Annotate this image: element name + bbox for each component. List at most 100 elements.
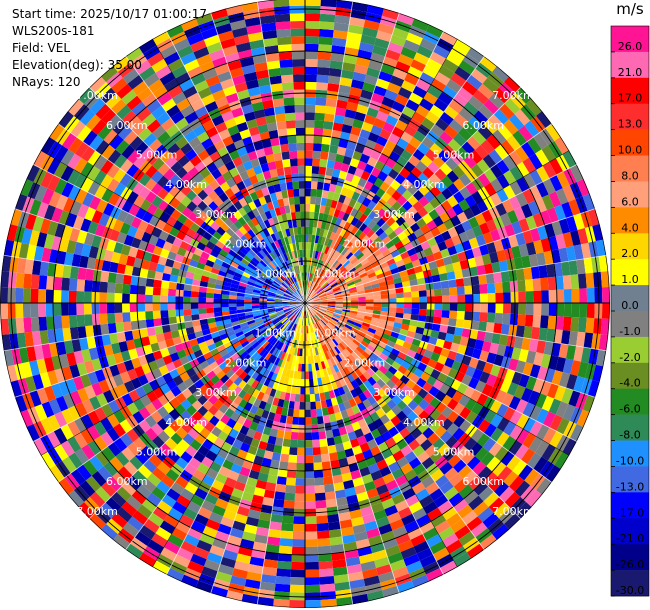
velocity-cell [360, 324, 370, 331]
velocity-cell [483, 168, 497, 183]
velocity-cell [600, 271, 610, 288]
velocity-cell [558, 218, 571, 234]
velocity-cell [416, 45, 434, 59]
velocity-cell [417, 142, 430, 155]
velocity-cell [440, 280, 450, 289]
velocity-cell [522, 402, 535, 418]
velocity-cell [491, 129, 507, 145]
velocity-cell [533, 352, 544, 367]
velocity-cell [401, 318, 411, 326]
velocity-cell [468, 216, 480, 229]
velocity-cell [395, 338, 405, 347]
velocity-cell [470, 275, 480, 286]
velocity-cell [339, 131, 351, 141]
velocity-cell [391, 235, 401, 245]
velocity-cell [558, 343, 569, 359]
velocity-cell [350, 246, 359, 255]
velocity-cell [508, 150, 523, 166]
velocity-cell [463, 155, 477, 169]
velocity-cell [324, 221, 331, 231]
velocity-cell [411, 297, 420, 303]
velocity-cell [490, 427, 504, 442]
velocity-cell [413, 52, 430, 66]
velocity-cell [372, 45, 388, 57]
velocity-cell [586, 287, 595, 303]
velocity-cell [350, 217, 359, 227]
velocity-cell [472, 89, 489, 105]
velocity-cell [568, 390, 581, 407]
velocity-cell [326, 238, 333, 248]
velocity-cell [561, 387, 574, 405]
velocity-cell [386, 257, 396, 266]
velocity-cell [348, 243, 357, 253]
velocity-cell [353, 201, 363, 211]
velocity-cell [379, 285, 388, 292]
velocity-cell [316, 74, 329, 84]
velocity-cell [335, 299, 344, 302]
velocity-cell [430, 368, 441, 380]
velocity-cell [410, 285, 419, 292]
velocity-cell [486, 283, 496, 294]
velocity-cell [366, 344, 376, 353]
velocity-cell [418, 308, 427, 316]
velocity-cell [415, 160, 428, 173]
velocity-cell [494, 312, 503, 324]
velocity-cell [400, 149, 413, 162]
velocity-cell [463, 386, 475, 399]
velocity-cell [547, 207, 559, 223]
velocity-cell [476, 264, 486, 276]
velocity-cell [524, 279, 534, 292]
velocity-cell [305, 226, 309, 235]
velocity-cell [479, 283, 488, 294]
velocity-cell [389, 34, 407, 47]
velocity-cell [464, 195, 477, 208]
velocity-cell [465, 181, 478, 196]
velocity-cell [426, 219, 438, 231]
velocity-cell [416, 320, 426, 329]
velocity-cell [342, 259, 351, 268]
velocity-cell [336, 235, 344, 244]
velocity-cell [354, 262, 363, 270]
velocity-cell [334, 295, 343, 299]
velocity-cell [376, 110, 389, 122]
velocity-cell [445, 386, 457, 399]
velocity-cell [368, 59, 383, 71]
velocity-cell [372, 236, 383, 246]
velocity-cell [372, 214, 382, 224]
velocity-cell [461, 80, 478, 96]
velocity-cell [352, 338, 361, 347]
velocity-cell [430, 352, 441, 362]
velocity-cell [424, 148, 438, 162]
velocity-cell [601, 287, 610, 303]
velocity-cell [360, 34, 377, 46]
velocity-cell [525, 241, 537, 256]
velocity-cell [324, 286, 332, 292]
velocity-cell [406, 32, 423, 46]
velocity-cell [463, 276, 472, 287]
velocity-cell [317, 289, 325, 295]
velocity-cell [321, 244, 327, 254]
velocity-cell [440, 248, 451, 259]
velocity-cell [311, 165, 320, 175]
velocity-cell [320, 236, 327, 245]
velocity-cell [338, 84, 351, 95]
velocity-cell [470, 320, 480, 331]
velocity-cell [327, 306, 336, 310]
velocity-cell [470, 389, 482, 403]
velocity-cell [356, 314, 365, 319]
velocity-cell [386, 196, 397, 207]
velocity-cell [458, 394, 471, 407]
velocity-cell [356, 287, 365, 292]
velocity-cell [439, 162, 453, 176]
velocity-cell [515, 87, 532, 105]
velocity-cell [379, 261, 389, 269]
colorbar-tick-label: 10.0 [618, 144, 643, 157]
velocity-cell [329, 258, 337, 266]
velocity-cell [509, 425, 523, 441]
velocity-cell [508, 358, 519, 372]
velocity-cell [312, 273, 316, 282]
velocity-cell [529, 169, 543, 186]
velocity-cell [318, 244, 324, 253]
velocity-cell [503, 119, 519, 136]
velocity-cell [313, 284, 320, 292]
